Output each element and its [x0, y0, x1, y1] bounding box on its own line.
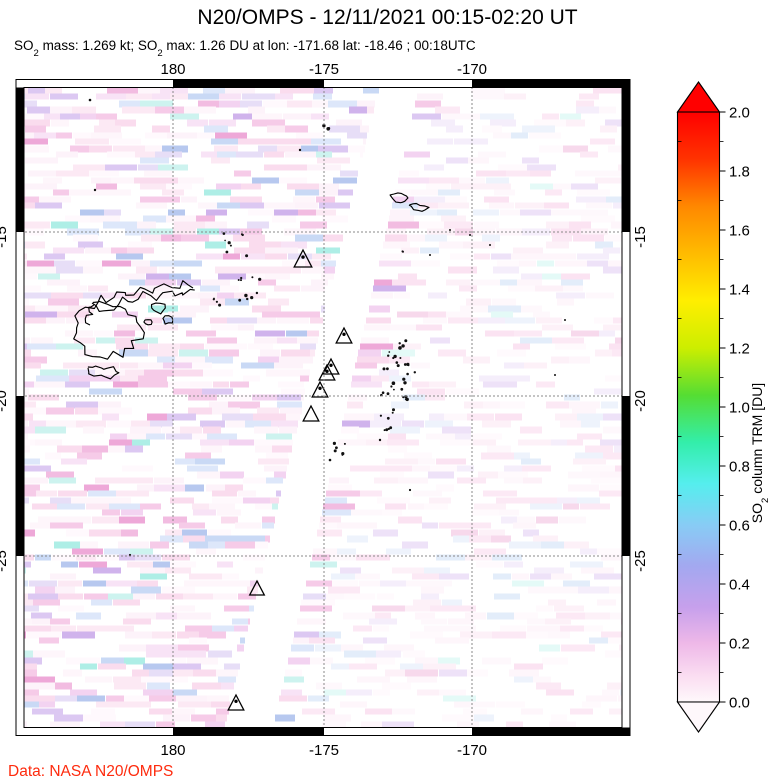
- svg-text:0.8: 0.8: [729, 459, 750, 476]
- svg-text:1.6: 1.6: [729, 223, 750, 240]
- svg-text:-25: -25: [632, 550, 649, 572]
- svg-text:-15: -15: [632, 226, 649, 248]
- svg-text:180: 180: [160, 61, 185, 78]
- svg-text:1.2: 1.2: [729, 341, 750, 358]
- svg-text:-170: -170: [457, 742, 487, 759]
- svg-text:0.4: 0.4: [729, 577, 750, 594]
- svg-text:-175: -175: [309, 742, 339, 759]
- svg-text:-25: -25: [0, 550, 10, 572]
- svg-text:0.0: 0.0: [729, 695, 750, 712]
- svg-text:0.6: 0.6: [729, 518, 750, 535]
- svg-text:0.2: 0.2: [729, 636, 750, 653]
- svg-text:-20: -20: [632, 390, 649, 412]
- svg-text:-175: -175: [309, 61, 339, 78]
- svg-text:SO2 column TRM [DU]: SO2 column TRM [DU]: [749, 383, 771, 523]
- svg-text:1.4: 1.4: [729, 282, 750, 299]
- svg-text:-15: -15: [0, 226, 10, 248]
- svg-text:-170: -170: [457, 61, 487, 78]
- svg-text:1.8: 1.8: [729, 164, 750, 181]
- svg-text:-20: -20: [0, 390, 10, 412]
- svg-text:2.0: 2.0: [729, 105, 750, 122]
- svg-text:180: 180: [160, 742, 185, 759]
- svg-text:1.0: 1.0: [729, 400, 750, 417]
